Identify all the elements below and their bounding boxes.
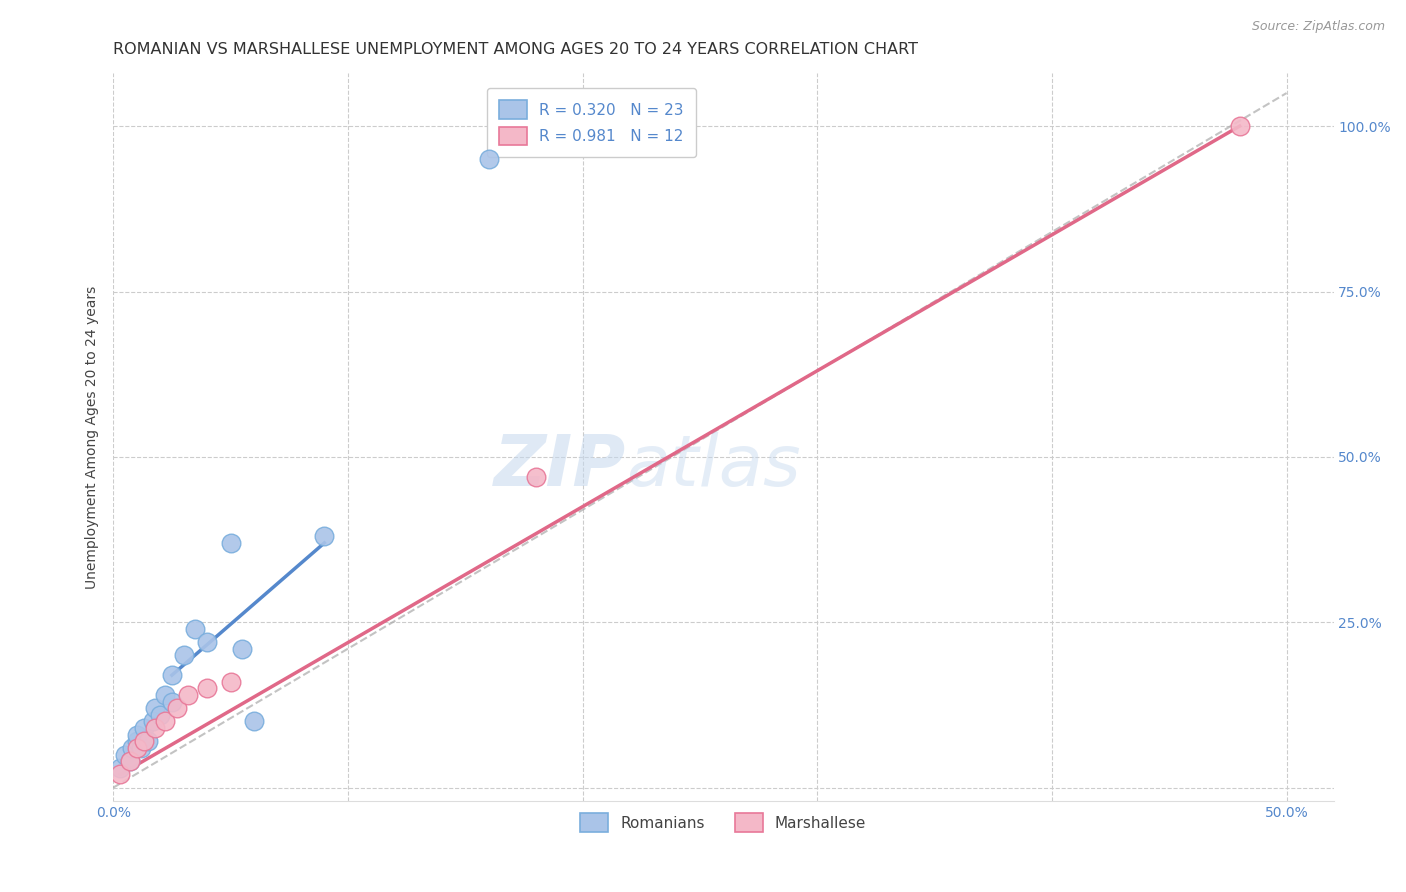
Point	[132, 734, 155, 748]
Point	[195, 681, 218, 696]
Point	[142, 714, 165, 729]
Point	[524, 469, 547, 483]
Point	[478, 152, 501, 166]
Point	[177, 688, 200, 702]
Point	[1229, 119, 1251, 133]
Point	[118, 754, 141, 768]
Point	[243, 714, 266, 729]
Point	[160, 668, 183, 682]
Point	[121, 741, 143, 756]
Point	[173, 648, 195, 663]
Point	[149, 707, 172, 722]
Point	[125, 734, 148, 748]
Text: ZIP: ZIP	[494, 432, 626, 500]
Legend: Romanians, Marshallese: Romanians, Marshallese	[568, 801, 879, 844]
Point	[195, 635, 218, 649]
Point	[110, 761, 132, 775]
Point	[219, 674, 242, 689]
Point	[145, 701, 167, 715]
Point	[153, 714, 176, 729]
Point	[118, 754, 141, 768]
Point	[160, 695, 183, 709]
Point	[114, 747, 136, 762]
Point	[138, 734, 160, 748]
Point	[132, 721, 155, 735]
Point	[125, 728, 148, 742]
Point	[166, 701, 188, 715]
Point	[145, 721, 167, 735]
Point	[184, 622, 207, 636]
Point	[219, 536, 242, 550]
Point	[131, 741, 153, 756]
Y-axis label: Unemployment Among Ages 20 to 24 years: Unemployment Among Ages 20 to 24 years	[86, 285, 100, 589]
Point	[314, 529, 336, 543]
Point	[153, 688, 176, 702]
Text: Source: ZipAtlas.com: Source: ZipAtlas.com	[1251, 20, 1385, 33]
Point	[110, 767, 132, 781]
Point	[125, 741, 148, 756]
Point	[231, 641, 253, 656]
Text: ROMANIAN VS MARSHALLESE UNEMPLOYMENT AMONG AGES 20 TO 24 YEARS CORRELATION CHART: ROMANIAN VS MARSHALLESE UNEMPLOYMENT AMO…	[114, 42, 918, 57]
Text: atlas: atlas	[626, 432, 800, 500]
